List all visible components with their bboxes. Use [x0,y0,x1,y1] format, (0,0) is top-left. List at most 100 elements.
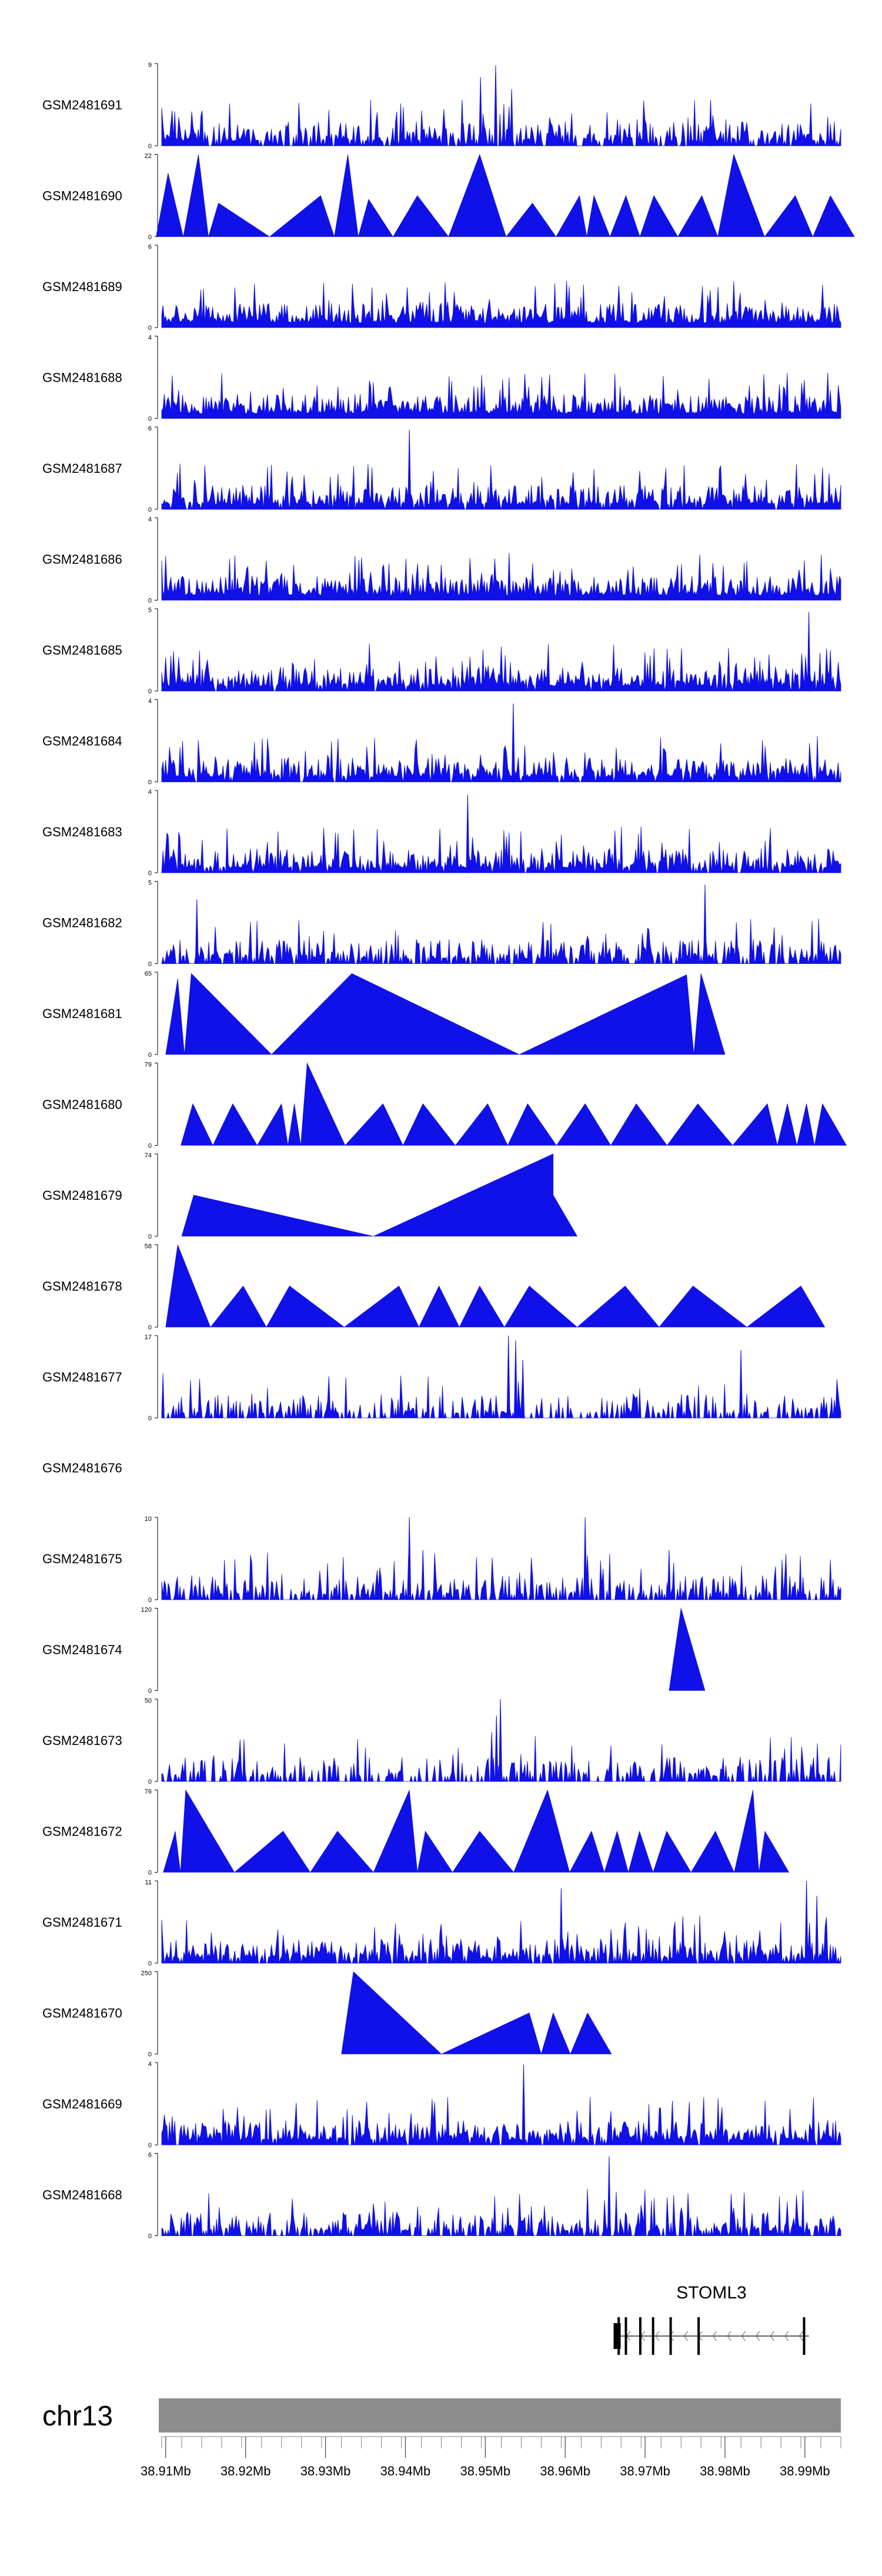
track-label: GSM2481685 [42,643,122,658]
track-GSM2481688: GSM2481688 4 0 [42,335,841,423]
track-label: GSM2481689 [42,279,122,294]
track-GSM2481684: GSM2481684 4 0 [42,698,841,786]
y-min-label: 0 [148,506,152,513]
coverage-area [161,99,841,147]
coverage-peak [703,885,707,964]
y-max-label: 250 [141,1970,152,1977]
track-GSM2481686: GSM2481686 4 0 [42,516,841,605]
y-min-label: 0 [148,325,152,332]
track-label: GSM2481686 [42,552,122,567]
strand-arrow [684,2331,689,2341]
track-label: GSM2481673 [42,1733,122,1748]
y-min-label: 0 [148,1688,152,1695]
y-min-label: 0 [148,2051,152,2058]
coverage-area [161,736,841,783]
y-max-label: 6 [148,425,152,432]
track-label: GSM2481690 [42,189,122,203]
x-tick-label: 38.95Mb [460,2464,511,2478]
coverage-area [161,281,841,328]
y-max-label: 11 [145,1879,152,1886]
gene-track: STOML3 [613,2283,809,2355]
x-tick-label: 38.99Mb [780,2464,830,2478]
gene-label: STOML3 [676,2283,747,2303]
strand-arrow [741,2331,746,2341]
gene-exon [624,2317,627,2355]
track-label: GSM2481671 [42,1915,122,1930]
coverage-peak [510,89,514,146]
gene-exon [652,2317,654,2355]
gene-exon [617,2317,620,2355]
track-GSM2481681: GSM2481681 65 0 [42,970,726,1059]
coverage-peak [583,1517,587,1600]
strand-arrow [712,2331,717,2341]
y-min-label: 0 [148,688,152,695]
track-label: GSM2481678 [42,1279,122,1294]
track-GSM2481670: GSM2481670 250 0 [42,1970,612,2058]
strand-arrow [784,2331,789,2341]
y-max-label: 4 [148,2061,152,2068]
x-tick-label: 38.93Mb [300,2464,351,2478]
coverage-area [181,1153,578,1237]
strand-arrow [756,2331,760,2341]
coverage-peak [709,100,713,146]
coverage-peak [499,1699,503,1782]
track-GSM2481674: GSM2481674 120 0 [42,1607,706,1695]
chromosome-ideogram: chr13 [42,2398,841,2432]
coverage-area [161,553,841,600]
y-min-label: 0 [148,1324,152,1332]
y-max-label: 50 [145,1697,152,1704]
track-label: GSM2481672 [42,1824,122,1839]
coverage-peak [804,1880,808,1964]
coverage-peak [513,1340,518,1419]
coverage-peak [460,100,464,146]
coverage-area [181,1062,847,1146]
coverage-area [669,1608,706,1691]
strand-arrow [799,2331,803,2341]
x-tick-label: 38.98Mb [700,2464,750,2478]
y-max-label: 65 [145,970,152,977]
y-min-label: 0 [148,416,152,423]
track-GSM2481678: GSM2481678 58 0 [42,1243,826,1332]
coverage-area [161,2188,841,2237]
coverage-area [341,1971,612,2055]
track-label: GSM2481677 [42,1370,122,1384]
track-GSM2481683: GSM2481683 4 0 [42,789,841,877]
track-label: GSM2481679 [42,1188,122,1203]
y-max-label: 4 [148,789,152,796]
track-label: GSM2481670 [42,2006,122,2021]
y-max-label: 6 [148,2152,152,2159]
track-label: GSM2481683 [42,825,122,839]
gene-exon [639,2317,642,2355]
x-tick-label: 38.97Mb [620,2464,670,2478]
x-tick-label: 38.94Mb [380,2464,431,2478]
strand-arrow [727,2331,731,2341]
y-min-label: 0 [148,143,152,150]
y-max-label: 79 [145,1062,152,1069]
y-min-label: 0 [148,870,152,877]
gene-exon [803,2317,806,2355]
track-GSM2481677: GSM2481677 17 0 [42,1334,841,1422]
y-max-label: 58 [145,1243,152,1250]
y-min-label: 0 [148,598,152,605]
coverage-peak [407,429,412,510]
coverage-peak [466,794,470,873]
y-min-label: 0 [148,1415,152,1422]
coverage-area [156,154,855,238]
strand-arrow [655,2331,660,2341]
coverage-area [161,463,841,510]
coverage-peak [739,1350,743,1419]
y-min-label: 0 [148,779,152,786]
coverage-peak [815,1896,819,1964]
gene-exon [669,2317,672,2355]
coverage-area [161,2097,841,2145]
coverage-peak [521,1360,525,1419]
coverage-area [161,1916,841,1964]
track-label: GSM2481668 [42,2188,122,2203]
track-GSM2481668: GSM2481668 6 0 [42,2152,841,2240]
y-min-label: 0 [148,2233,152,2240]
y-max-label: 17 [145,1334,152,1341]
y-max-label: 4 [148,698,152,705]
genome-axis: 38.91Mb 38.92Mb 38.93Mb 38.94Mb 38.95Mb 38.96… [141,2436,841,2478]
track-GSM2481687: GSM2481687 6 0 [42,425,841,513]
gene-exon [697,2317,700,2355]
